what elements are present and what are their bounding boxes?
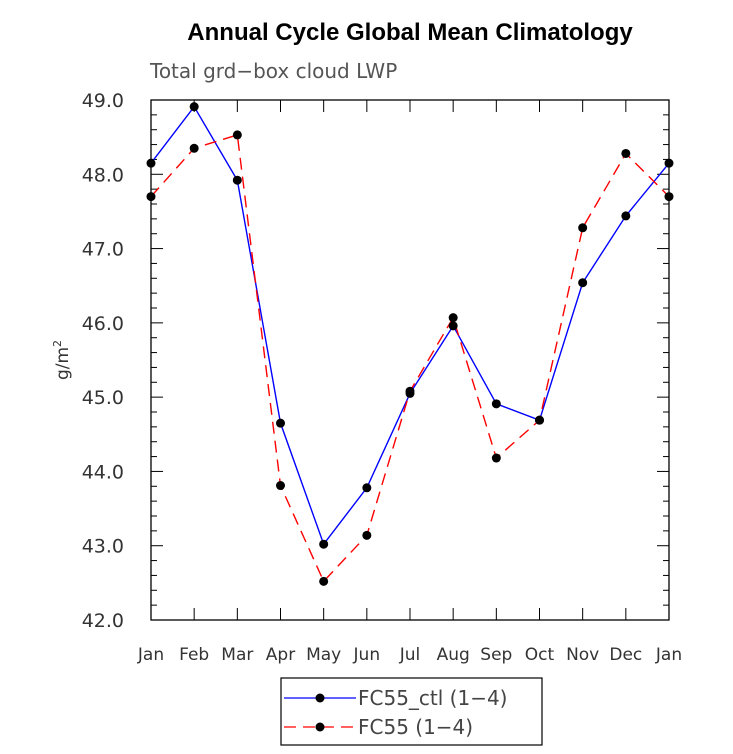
y-tick-label: 43.0 bbox=[82, 536, 124, 558]
y-tick-label: 45.0 bbox=[82, 387, 124, 409]
series-0-point bbox=[621, 211, 631, 221]
y-tick-label: 47.0 bbox=[82, 239, 124, 261]
series-0-point bbox=[664, 158, 674, 168]
plot-frame bbox=[150, 99, 670, 621]
x-tick-label: Jun bbox=[353, 645, 381, 665]
legend-label-ctl: FC55_ctl (1−4) bbox=[358, 686, 507, 710]
series-line-0 bbox=[150, 105, 670, 546]
series-1-point bbox=[535, 415, 544, 425]
x-tick-label: Mar bbox=[221, 645, 253, 665]
y-tick-label: 44.0 bbox=[82, 461, 124, 483]
legend-box bbox=[280, 677, 543, 746]
legend: FC55_ctl (1−4) FC55 (1−4) bbox=[280, 677, 543, 746]
x-tick-labels: Jan Feb Mar Apr May Jun Jul Aug Sep Oct Nov Dec Jan bbox=[137, 645, 682, 665]
svg-text:g/m2: g/m2 bbox=[51, 340, 73, 380]
y-tick-label: 48.0 bbox=[82, 164, 124, 186]
y-axis-label-superscript: 2 bbox=[51, 340, 64, 347]
series-0-point bbox=[362, 483, 372, 493]
series-0-point bbox=[232, 175, 242, 185]
plot-axes bbox=[150, 99, 670, 621]
series-0-point bbox=[578, 278, 588, 288]
series-1-point bbox=[189, 143, 199, 153]
x-tick-label: Feb bbox=[179, 645, 209, 665]
series-0-point bbox=[491, 399, 501, 409]
x-tick-label: Jan bbox=[655, 645, 682, 665]
series-0-point bbox=[319, 539, 329, 549]
x-tick-label: Oct bbox=[525, 645, 555, 665]
chart-subtitle: Total grd−box cloud LWP bbox=[149, 59, 397, 83]
x-tick-label: Jan bbox=[137, 645, 164, 665]
legend-marker-ctl bbox=[315, 693, 325, 703]
x-tick-label: Jul bbox=[399, 645, 421, 665]
chart-title: Annual Cycle Global Mean Climatology bbox=[187, 19, 633, 46]
series-1-point bbox=[276, 481, 285, 491]
y-tick-label: 49.0 bbox=[82, 90, 124, 112]
y-axis-label-text: g/m bbox=[53, 347, 73, 380]
series-1-point bbox=[621, 148, 631, 158]
x-tick-label: Sep bbox=[480, 645, 512, 665]
x-tick-label: Aug bbox=[437, 645, 470, 665]
series-0-point bbox=[448, 321, 458, 331]
legend-marker-fc55 bbox=[315, 722, 325, 732]
series-1-point bbox=[146, 192, 156, 202]
series-1-point bbox=[491, 453, 501, 463]
y-tick-label: 46.0 bbox=[82, 313, 124, 335]
series-1-point bbox=[448, 313, 458, 323]
series-0-point bbox=[276, 418, 285, 428]
series-1-point bbox=[664, 192, 674, 202]
x-tick-label: May bbox=[306, 645, 341, 665]
legend-label-fc55: FC55 (1−4) bbox=[358, 715, 473, 739]
series-group bbox=[146, 102, 674, 586]
series-1-point bbox=[319, 576, 329, 586]
series-1-point bbox=[232, 130, 242, 140]
x-tick-label: Nov bbox=[566, 645, 599, 665]
series-1-point bbox=[362, 530, 372, 540]
x-tick-label: Apr bbox=[266, 645, 295, 665]
series-1-point bbox=[405, 386, 415, 396]
y-axis-label: g/m2 bbox=[51, 340, 73, 380]
series-line-1 bbox=[150, 133, 670, 583]
x-tick-label: Dec bbox=[609, 645, 642, 665]
series-0-point bbox=[189, 102, 199, 112]
y-tick-labels: 42.0 43.0 44.0 45.0 46.0 47.0 48.0 49.0 bbox=[82, 90, 124, 632]
y-tick-label: 42.0 bbox=[82, 610, 124, 632]
series-1-point bbox=[578, 223, 588, 233]
series-0-point bbox=[146, 158, 156, 168]
